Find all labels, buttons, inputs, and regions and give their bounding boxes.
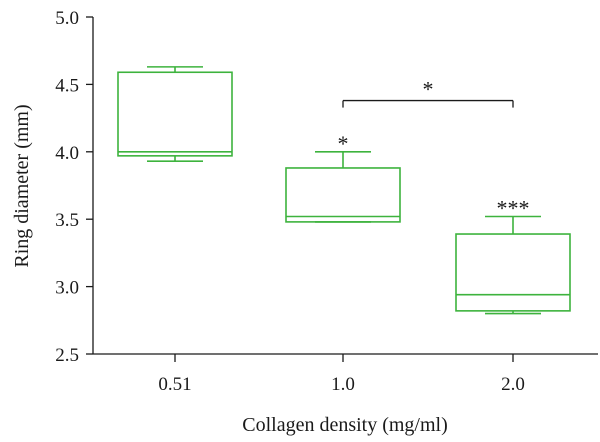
bracket-significance-label: * bbox=[423, 77, 434, 102]
y-tick-label: 3.0 bbox=[55, 278, 79, 299]
plot-axes bbox=[92, 17, 598, 355]
box-iqr bbox=[455, 233, 571, 312]
y-tick-label: 4.0 bbox=[55, 143, 79, 164]
box-iqr bbox=[117, 71, 233, 157]
box-1.0: * bbox=[285, 131, 401, 223]
y-axis-title: Ring diameter (mm) bbox=[11, 104, 33, 267]
x-tick-label: 0.51 bbox=[158, 374, 191, 395]
y-tick-label: 3.5 bbox=[55, 210, 79, 231]
box-0.51 bbox=[117, 66, 233, 163]
box-series: **** bbox=[117, 66, 571, 315]
y-tick-label: 5.0 bbox=[55, 8, 79, 29]
significance-marker: *** bbox=[497, 196, 530, 221]
significance-marker: * bbox=[338, 131, 349, 156]
x-tick-label: 2.0 bbox=[501, 374, 525, 395]
y-axis-ticks: 2.5 3.0 3.5 4.0 4.5 5.0 bbox=[55, 8, 93, 366]
y-tick-label: 2.5 bbox=[55, 345, 79, 366]
y-tick-label: 4.5 bbox=[55, 75, 79, 96]
comparison-bracket: * bbox=[342, 77, 514, 108]
x-axis-ticks: 0.51 1.0 2.0 bbox=[158, 354, 525, 395]
box-2.0: *** bbox=[455, 196, 571, 315]
x-axis-title: Collagen density (mg/ml) bbox=[242, 414, 448, 436]
box-iqr bbox=[285, 167, 401, 223]
x-tick-label: 1.0 bbox=[331, 374, 355, 395]
